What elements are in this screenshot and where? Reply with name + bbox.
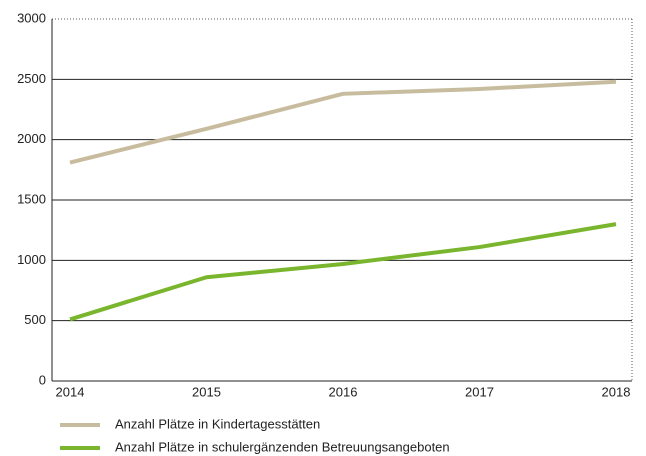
x-tick-label: 2014 [56,384,85,399]
series-line [69,222,617,322]
y-tick-label: 1500 [17,191,46,206]
y-tick-label: 0 [39,372,46,387]
legend-label: Anzahl Plätze in schulergänzenden Betreu… [115,439,450,454]
legend-label: Anzahl Plätze in Kindertagesstätten [115,416,320,431]
x-tick-label: 2017 [465,384,494,399]
y-tick-label: 3000 [17,10,46,25]
x-tick-label: 2018 [602,384,631,399]
y-tick-label: 1000 [17,252,46,267]
y-tick-label: 2000 [17,131,46,146]
y-tick-label: 500 [24,312,46,327]
y-tick-label: 2500 [17,71,46,86]
series-line [69,79,617,165]
x-tick-label: 2016 [329,384,358,399]
x-tick-label: 2015 [192,384,221,399]
